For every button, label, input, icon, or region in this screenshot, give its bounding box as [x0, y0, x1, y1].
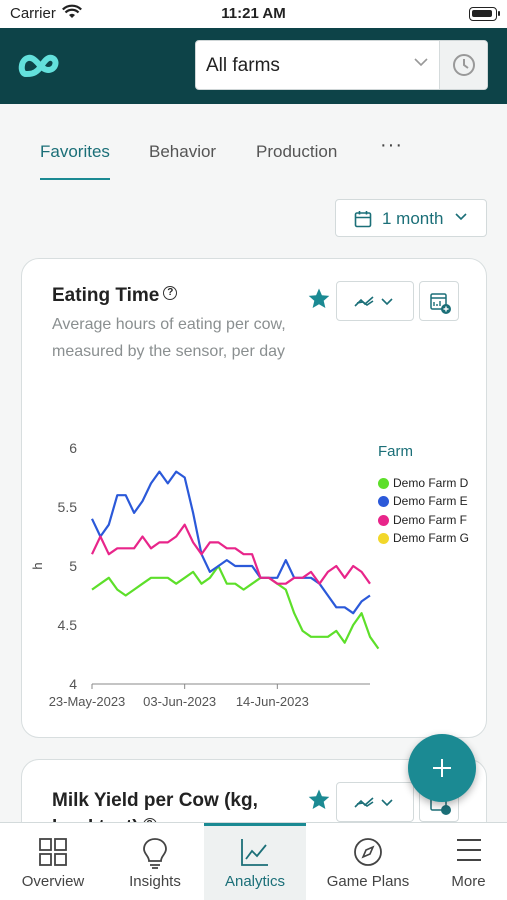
legend-item[interactable]: Demo Farm G [378, 529, 488, 547]
export-icon [430, 293, 451, 314]
clock-icon [453, 54, 475, 76]
y-tick-label: 5 [69, 558, 77, 574]
nav-more[interactable]: More [430, 823, 507, 900]
card-title: Eating Time? [52, 285, 178, 307]
nav-label: Insights [129, 873, 181, 890]
farm-select[interactable]: All farms [195, 40, 488, 90]
chart-legend: Demo Farm D Demo Farm E Demo Farm F Demo… [378, 474, 488, 547]
x-tick-label: 03-Jun-2023 [143, 694, 216, 709]
nav-insights[interactable]: Insights [106, 823, 204, 900]
nav-game-plans[interactable]: Game Plans [306, 823, 430, 900]
overview-icon [39, 838, 67, 866]
eating-time-chart: 4 4.5 5 5.5 6 h 23-May-2023 03-Jun-2023 14-Jun-2… [30, 440, 380, 709]
bottom-nav: Overview Insights Analytics Game Plans M… [0, 822, 507, 900]
help-icon[interactable]: ? [163, 286, 178, 300]
legend-label: Demo Farm G [393, 530, 470, 545]
y-tick-label: 4.5 [58, 617, 78, 633]
clock-time: 11:21 AM [221, 5, 286, 22]
tab-behavior[interactable]: Behavior [149, 142, 217, 161]
y-axis-label: h [30, 562, 45, 569]
battery-icon [469, 7, 500, 21]
export-button[interactable] [419, 281, 459, 321]
app-header: All farms [0, 28, 507, 104]
nav-label: Game Plans [326, 873, 410, 890]
carrier-label: Carrier [10, 5, 56, 22]
legend-label: Demo Farm D [393, 476, 469, 490]
history-button[interactable] [439, 41, 487, 89]
series-line-demo-farm-d [91, 564, 380, 650]
nav-label: Analytics [224, 873, 286, 890]
x-tick-label: 14-Jun-2023 [236, 694, 309, 709]
nav-analytics[interactable]: Analytics [204, 823, 306, 900]
y-tick-label: 5.5 [58, 499, 78, 515]
active-tab-indicator [40, 178, 110, 180]
legend-item[interactable]: Demo Farm D [378, 474, 488, 492]
series-line-demo-farm-e [91, 470, 371, 615]
nav-label: Overview [21, 873, 85, 890]
status-bar: Carrier 11:21 AM [0, 0, 507, 28]
wifi-icon [62, 4, 82, 18]
legend-item[interactable]: Demo Farm E [378, 492, 488, 510]
legend-label: Demo Farm E [393, 494, 468, 509]
add-chart-button[interactable] [408, 734, 476, 802]
line-chart-icon [354, 296, 393, 307]
tab-more[interactable]: ··· [380, 134, 403, 156]
card-title-text: Eating Time [52, 285, 160, 306]
y-tick-label: 6 [69, 440, 77, 456]
legend-swatch [378, 496, 389, 508]
line-chart-icon [354, 797, 393, 808]
calendar-icon [354, 211, 372, 228]
legend-title: Farm [378, 443, 413, 460]
card-subtitle: Average hours of eating per cow, measure… [52, 316, 286, 360]
chevron-down-icon [414, 58, 428, 67]
period-select-value: 1 month [382, 209, 444, 228]
chart-type-select[interactable] [336, 281, 414, 321]
compass-icon [354, 838, 382, 866]
star-icon[interactable] [307, 788, 331, 812]
eating-time-card: Eating Time? Average hours of eating per… [21, 258, 487, 738]
x-tick-label: 23-May-2023 [49, 694, 126, 709]
legend-swatch [378, 532, 389, 544]
y-tick-label: 4 [69, 676, 77, 692]
farm-select-value: All farms [206, 55, 280, 76]
tab-production[interactable]: Production [256, 142, 338, 161]
legend-label: Demo Farm F [393, 512, 468, 527]
chart-type-select[interactable] [336, 782, 414, 822]
period-select[interactable]: 1 month [335, 199, 487, 237]
legend-swatch [378, 478, 389, 489]
menu-icon [456, 839, 481, 861]
plus-icon [441, 759, 444, 777]
star-icon[interactable] [307, 287, 331, 311]
chevron-down-icon [455, 213, 467, 221]
legend-item[interactable]: Demo Farm F [378, 511, 488, 529]
nav-overview[interactable]: Overview [0, 823, 106, 900]
tab-favorites[interactable]: Favorites [40, 142, 110, 161]
analytics-tabs: Favorites Behavior Production ··· [0, 104, 507, 184]
lightbulb-icon [143, 838, 167, 869]
series-line-demo-farm-f [91, 523, 371, 585]
app-logo-icon [18, 54, 59, 77]
legend-swatch [378, 514, 389, 526]
nav-label: More [451, 873, 486, 890]
analytics-icon [241, 839, 268, 866]
